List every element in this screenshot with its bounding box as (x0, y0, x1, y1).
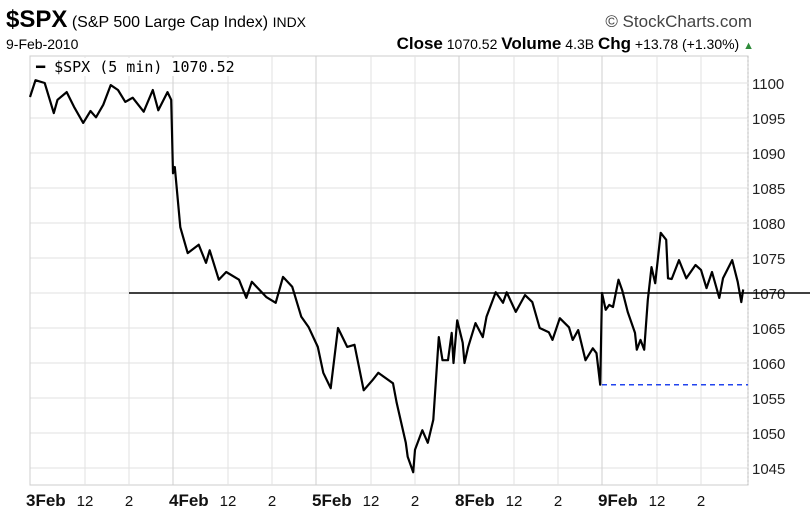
price-line (28, 79, 745, 474)
x-tick-label: 5Feb (312, 491, 352, 510)
chg-label: Chg (597, 34, 632, 53)
legend: ━ $SPX (5 min) 1070.52 (34, 58, 237, 76)
y-tick-label: 1065 (752, 321, 785, 338)
symbol: $SPX (6, 6, 68, 33)
copyright: © StockCharts.com (605, 12, 752, 31)
x-tick-label: 12 (649, 493, 666, 510)
y-tick-label: 1090 (752, 146, 785, 163)
x-tick-label: 8Feb (455, 491, 495, 510)
y-tick-label: 1050 (752, 426, 785, 443)
y-tick-label: 1060 (752, 356, 785, 373)
x-tick-label: 9Feb (598, 491, 638, 510)
volume-label: Volume (501, 34, 562, 53)
x-tick-label: 2 (411, 493, 419, 510)
x-tick-label: 4Feb (169, 491, 209, 510)
index-name: (S&P 500 Large Cap Index) (71, 14, 269, 31)
y-tick-label: 1055 (752, 391, 785, 408)
y-tick-label: 1045 (752, 461, 785, 478)
volume-value: 4.3B (565, 36, 595, 52)
y-tick-label: 1080 (752, 216, 785, 233)
x-tick-label: 12 (77, 493, 94, 510)
plot-area (29, 55, 749, 486)
x-tick-label: 12 (506, 493, 523, 510)
close-label: Close (396, 34, 443, 53)
x-tick-label: 12 (220, 493, 237, 510)
y-tick-label: 1070 (752, 286, 785, 303)
x-tick-label: 2 (268, 493, 276, 510)
y-tick-label: 1075 (752, 251, 785, 268)
triangle-up-icon: ▲ (743, 40, 754, 52)
y-tick-label: 1095 (752, 111, 785, 128)
legend-line-icon: ━ (36, 58, 46, 76)
x-tick-label: 12 (363, 493, 380, 510)
chart-title: $SPX (S&P 500 Large Cap Index) INDX (6, 6, 307, 33)
y-tick-label: 1100 (752, 76, 784, 93)
legend-text: $SPX (5 min) 1070.52 (54, 58, 235, 76)
y-tick-label: 1085 (752, 181, 785, 198)
chg-value: +13.78 (+1.30%) (634, 36, 740, 52)
x-tick-label: 2 (554, 493, 562, 510)
x-tick-label: 2 (697, 493, 705, 510)
x-tick-label: 2 (125, 493, 133, 510)
close-value: 1070.52 (446, 36, 498, 52)
x-tick-label: 3Feb (26, 491, 66, 510)
exchange: INDX (272, 14, 307, 30)
quote-date: 9-Feb-2010 (6, 36, 79, 52)
